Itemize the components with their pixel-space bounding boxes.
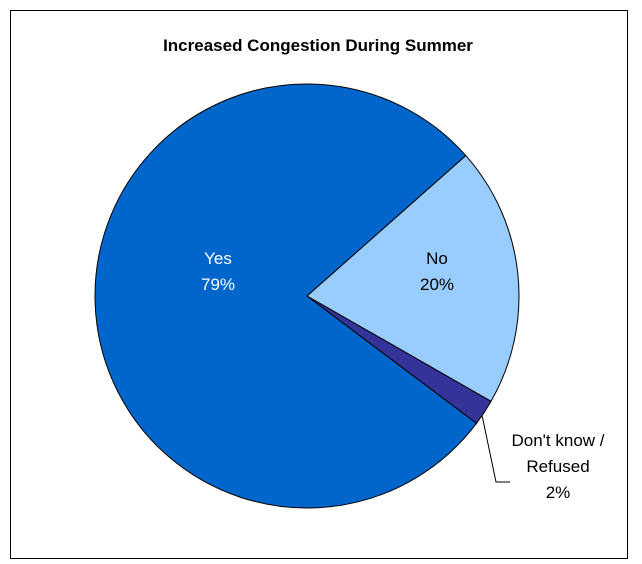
data-label-dont-know: Don't know / Refused 2%	[511, 431, 604, 502]
data-label-no: No 20%	[420, 249, 454, 294]
data-label-yes: Yes 79%	[201, 249, 235, 294]
leader-line	[481, 415, 510, 483]
pie-slice-yes	[94, 83, 478, 509]
chart-title: Increased Congestion During Summer	[163, 36, 473, 55]
pie-slice-no	[306, 154, 520, 403]
